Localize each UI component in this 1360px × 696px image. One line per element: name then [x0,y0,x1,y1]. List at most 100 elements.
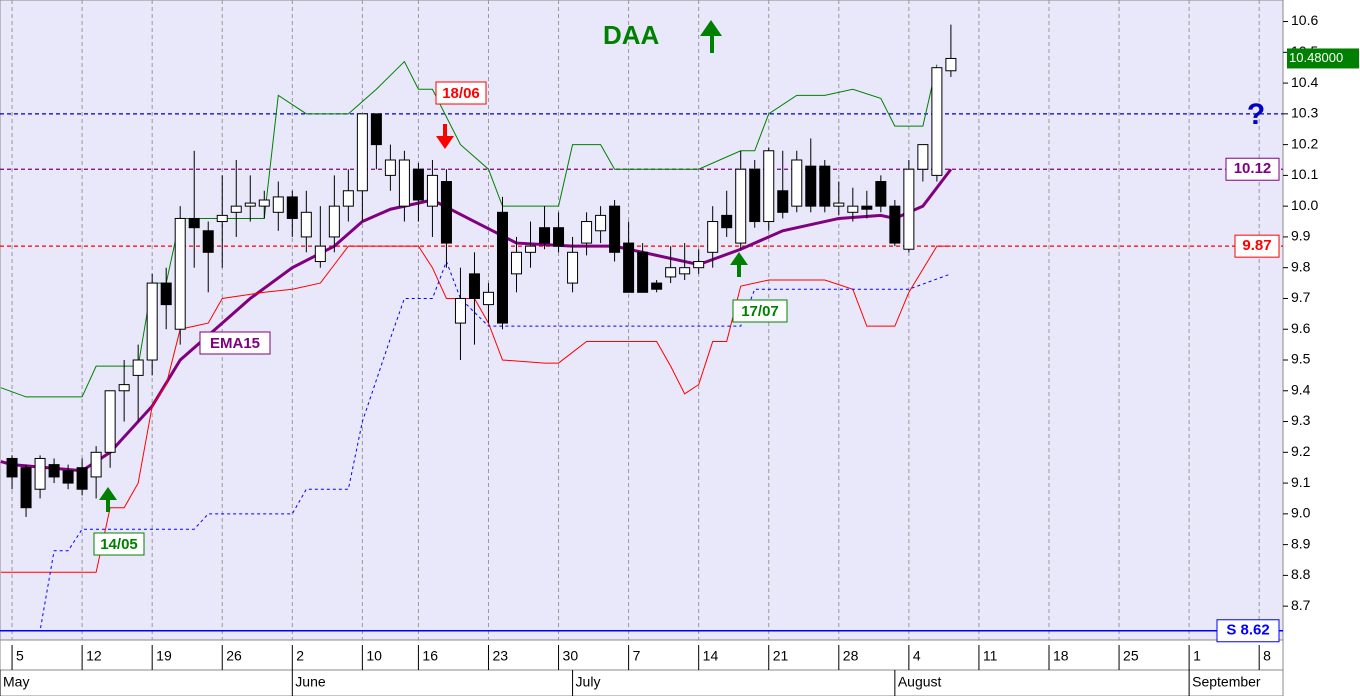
indicator-line [0,260,952,632]
x-axis-area [0,639,1284,696]
candle-body [637,251,649,293]
x-tick-label: 10 [366,648,382,664]
month-label: June [295,674,326,690]
candle-body [791,159,803,207]
plot-area [0,0,1284,641]
y-tick-label: 9.2 [1291,443,1311,459]
candle-body [146,282,158,361]
y-tick-label: 10.3 [1291,105,1318,121]
last-price-label: 10.48000 [1289,50,1343,65]
candle-body [889,205,901,244]
candle-body [370,113,382,146]
x-tick-label: 14 [703,648,719,664]
candle-body [833,202,845,207]
level-label-box [1234,234,1280,258]
candle-body [917,144,929,170]
candle-body [777,190,789,213]
candle-body [118,384,130,392]
x-tick-label: 21 [773,648,789,664]
candle-body [454,297,466,324]
x-tick-label: 26 [226,648,242,664]
candle-body [426,174,438,207]
legend-entry: EMA15 [210,335,260,352]
candle-body [581,221,593,244]
level-label: 10.12 [1234,160,1272,177]
annotation: 18/06 [442,85,480,102]
candle-body [300,211,312,238]
candle-body [160,282,172,306]
candle-body [258,199,270,207]
last-price-box [1287,48,1359,69]
candle-body [749,168,761,223]
candle-body [693,261,705,269]
candle-body [805,165,817,207]
candle-body [202,230,214,253]
y-tick-label: 9.6 [1291,320,1311,336]
candle-body [511,251,523,275]
candle-body [34,457,46,490]
candle-body [861,205,873,210]
candle-body [188,217,200,229]
x-tick-label: 18 [1053,648,1069,664]
x-tick-label: 23 [492,648,508,664]
indicator-line [0,245,951,573]
level-label-box [1225,157,1280,181]
chart-title: DAA [603,20,660,50]
indicator-line [0,60,938,398]
y-tick-label: 8.9 [1291,535,1311,551]
y-tick-label: 10.0 [1291,197,1318,213]
x-tick-label: 5 [16,648,24,664]
candle-body [342,190,354,207]
candle-body [553,227,565,247]
candle-body [665,267,677,278]
candle-body [567,251,579,284]
candle-body [763,150,775,223]
y-tick-label: 10.1 [1291,166,1318,182]
candle-body [216,214,228,223]
x-tick-label: 11 [983,648,998,664]
level-label: ? [1247,98,1265,131]
candle-body [440,181,452,244]
up-arrow [700,20,722,53]
y-tick-label: 9.7 [1291,289,1311,305]
level-label: S 8.62 [1226,622,1269,639]
x-tick-label: 12 [86,648,102,664]
candle-body [651,282,663,290]
candle-body [62,470,74,484]
candle-body [468,273,480,299]
y-tick-label: 9.9 [1291,228,1311,244]
up-arrow [99,487,117,512]
candle-body [76,467,88,490]
candle-body [721,214,733,229]
candle-body [328,205,340,238]
candle-body [230,205,242,213]
x-tick-label: 7 [633,648,641,664]
candle-body [679,267,691,275]
level-label: 9.87 [1242,237,1271,254]
candle-body [412,168,424,201]
up-arrow [730,252,748,277]
candle-body [539,227,551,244]
candle-body [314,245,326,263]
candle-body [945,57,957,72]
month-label: September [1192,674,1261,690]
y-tick-label: 9.1 [1291,474,1311,490]
candle-body [132,359,144,376]
y-tick-label: 9.8 [1291,258,1311,274]
candle-body [482,291,494,306]
annotation-box [435,81,487,105]
candle-body [384,159,396,176]
x-tick-label: 4 [913,648,921,664]
y-tick-label: 8.7 [1291,597,1311,613]
annotation: 14/05 [100,536,138,553]
x-tick-label: 2 [296,648,304,664]
y-tick-label: 9.5 [1291,351,1311,367]
candle-body [286,196,298,219]
candle-body [847,205,859,213]
month-label: August [898,674,942,690]
candle-body [931,67,943,176]
legend-box [199,331,271,355]
candle-body [819,165,831,207]
